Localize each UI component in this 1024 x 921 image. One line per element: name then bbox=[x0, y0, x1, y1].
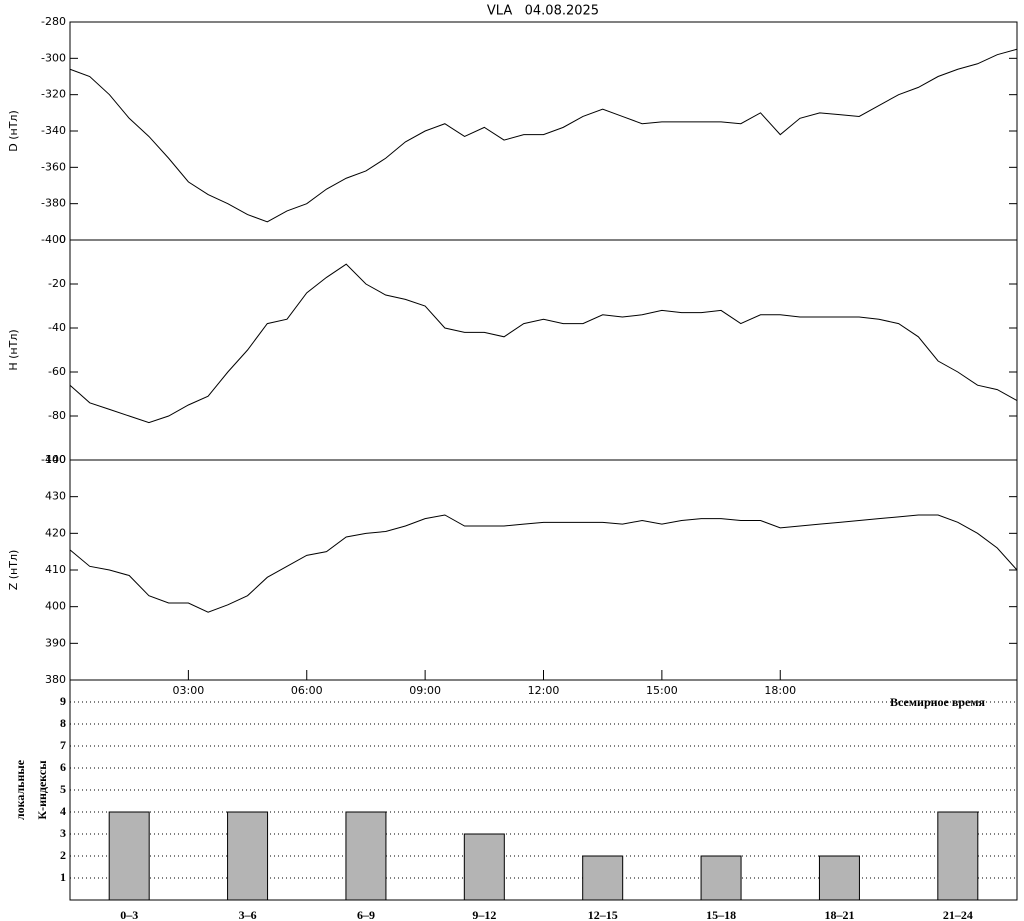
y-tick-label: -300 bbox=[41, 51, 66, 64]
panel-frame bbox=[69, 21, 1018, 241]
y-tick-label: 3 bbox=[60, 826, 66, 840]
data-line bbox=[69, 514, 1018, 613]
y-tick-label: 6 bbox=[60, 760, 66, 774]
y-tick-label: 420 bbox=[45, 526, 66, 539]
y-tick-label: -20 bbox=[48, 277, 66, 290]
y-axis-label: Z (нТл) bbox=[7, 550, 20, 591]
x-tick-label: 12–15 bbox=[588, 908, 618, 921]
x-tick-label: 12:00 bbox=[528, 684, 560, 697]
y-tick-label: 2 bbox=[60, 848, 66, 862]
y-tick-label: -40 bbox=[48, 321, 66, 334]
y-tick-label: 9 bbox=[60, 694, 66, 708]
y-axis-label: H (нТл) bbox=[7, 329, 20, 370]
y-tick-label: 410 bbox=[45, 563, 66, 576]
x-tick-label: 15–18 bbox=[706, 908, 736, 921]
x-tick-label: 18–21 bbox=[824, 908, 854, 921]
y-tick-label: 390 bbox=[45, 636, 66, 649]
y-tick-label: 4 bbox=[60, 804, 66, 818]
y-axis-label: К-индексы bbox=[35, 760, 49, 820]
y-tick-label: -100 bbox=[41, 453, 66, 466]
bar bbox=[463, 833, 505, 901]
y-tick-label: 0 bbox=[59, 233, 66, 246]
x-axis-label: Всемирное время bbox=[890, 695, 985, 709]
y-tick-label: -360 bbox=[41, 160, 66, 173]
y-tick-label: 380 bbox=[45, 673, 66, 686]
x-tick-label: 15:00 bbox=[646, 684, 678, 697]
x-tick-label: 18:00 bbox=[764, 684, 796, 697]
data-line bbox=[69, 48, 1018, 223]
bar bbox=[582, 855, 624, 901]
bar bbox=[937, 811, 979, 901]
y-tick-label: 430 bbox=[45, 490, 66, 503]
bar bbox=[227, 811, 269, 901]
y-tick-label: -400 bbox=[41, 233, 66, 246]
x-tick-label: 3–6 bbox=[239, 908, 257, 921]
y-tick-label: -380 bbox=[41, 197, 66, 210]
x-tick-label: 06:00 bbox=[291, 684, 323, 697]
data-line bbox=[69, 263, 1018, 424]
y-tick-label: -60 bbox=[48, 365, 66, 378]
y-tick-label: 8 bbox=[60, 716, 66, 730]
chart-title: VLA 04.08.2025 bbox=[487, 4, 599, 19]
panel-frame bbox=[69, 459, 1018, 681]
bar bbox=[345, 811, 387, 901]
x-tick-label: 03:00 bbox=[173, 684, 205, 697]
y-tick-label: -340 bbox=[41, 124, 66, 137]
bar bbox=[700, 855, 742, 901]
panel-frame bbox=[69, 239, 1018, 461]
x-tick-label: 6–9 bbox=[357, 908, 375, 921]
x-tick-label: 21–24 bbox=[943, 908, 973, 921]
y-axis-label: локальные bbox=[13, 759, 27, 820]
x-tick-label: 9–12 bbox=[472, 908, 496, 921]
y-tick-label: -320 bbox=[41, 88, 66, 101]
y-tick-label: 400 bbox=[45, 600, 66, 613]
bar bbox=[818, 855, 860, 901]
y-tick-label: 7 bbox=[60, 738, 66, 752]
y-tick-label: 5 bbox=[60, 782, 66, 796]
y-tick-label: -80 bbox=[48, 409, 66, 422]
bar bbox=[108, 811, 150, 901]
y-tick-label: 440 bbox=[45, 453, 66, 466]
y-tick-label: -280 bbox=[41, 15, 66, 28]
y-axis-label: D (нТл) bbox=[7, 110, 20, 152]
x-tick-label: 0–3 bbox=[120, 908, 138, 921]
x-tick-label: 09:00 bbox=[409, 684, 441, 697]
y-tick-label: 1 bbox=[60, 870, 66, 884]
